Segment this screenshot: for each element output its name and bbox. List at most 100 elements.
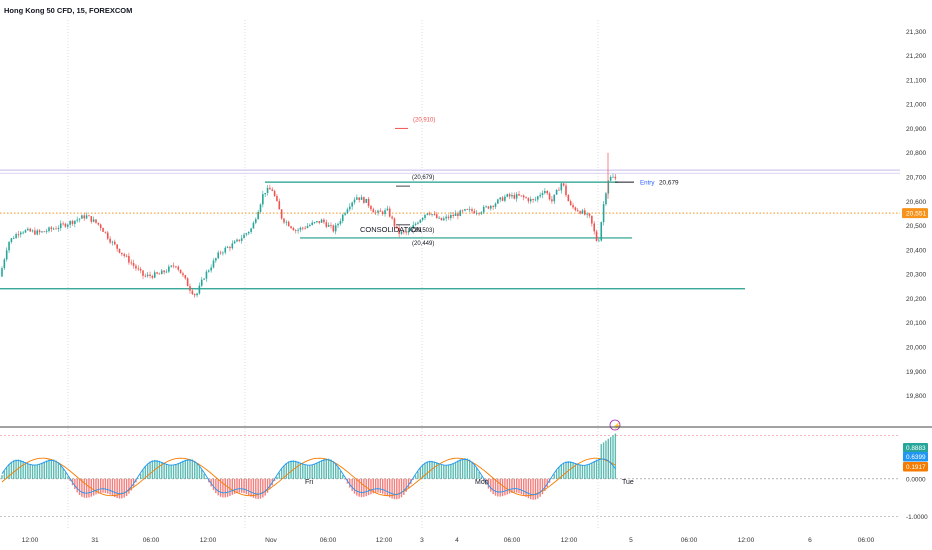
- macd-hist-bar: [283, 465, 285, 479]
- candle-body: [146, 274, 149, 277]
- macd-hist-bar: [297, 461, 299, 479]
- candle-body: [95, 219, 97, 223]
- candle-body: [440, 217, 443, 221]
- macd-hist-bar: [374, 478, 377, 493]
- macd-hist-bar: [238, 478, 241, 493]
- macd-hist-bar: [478, 472, 480, 479]
- macd-hist-bar: [520, 478, 523, 495]
- range-bottom-label: (20,449): [412, 241, 434, 247]
- candle-body: [144, 275, 147, 277]
- macd-hist-bar: [27, 463, 29, 479]
- macd-hist-bar: [13, 460, 15, 479]
- candle-body: [454, 213, 457, 216]
- macd-hist-bar: [24, 462, 27, 479]
- macd-hist-bar: [128, 478, 130, 494]
- macd-value-badge: [903, 462, 928, 472]
- candle-body: [283, 218, 285, 223]
- candle-body: [379, 210, 382, 212]
- candle-body: [205, 271, 208, 279]
- macd-hist-bar: [55, 460, 57, 479]
- macd-hist-bar: [379, 478, 382, 493]
- candle-body: [356, 197, 358, 200]
- candle-body: [36, 230, 39, 235]
- macd-hist-bar: [299, 462, 302, 479]
- macd-hist-bar: [584, 465, 586, 479]
- candle-body: [222, 252, 224, 254]
- macd-hist-bar: [109, 478, 111, 495]
- macd-hist-bar: [429, 460, 431, 479]
- candle-body: [471, 209, 473, 212]
- macd-hist-bar: [149, 461, 151, 479]
- macd-hist-bar: [577, 463, 579, 479]
- candle-body: [410, 228, 412, 231]
- macd-hist-bar: [511, 478, 513, 493]
- candle-body: [332, 225, 335, 232]
- time-tick-label: 12:00: [738, 537, 755, 544]
- macd-hist-bar: [142, 469, 144, 479]
- macd-hist-bar: [31, 464, 34, 479]
- candle-body: [398, 227, 400, 234]
- candle-body: [170, 265, 172, 267]
- candle-body: [323, 219, 325, 223]
- candle-body: [591, 215, 593, 224]
- macd-hist-bar: [137, 478, 139, 479]
- candle-body: [584, 210, 586, 215]
- candle-body: [97, 222, 100, 225]
- candle-body: [12, 238, 15, 239]
- macd-hist-bar: [389, 478, 391, 498]
- candle-body: [8, 241, 10, 251]
- candle-body: [330, 225, 332, 226]
- candle-body: [304, 227, 306, 229]
- macd-hist-bar: [440, 464, 443, 479]
- macd-hist-bar: [447, 464, 450, 479]
- macd-value-label: 0.1917: [906, 464, 926, 471]
- candle-body: [168, 266, 170, 272]
- macd-hist-bar: [544, 478, 546, 491]
- macd-hist-bar: [450, 464, 452, 479]
- macd-hist-bar: [330, 459, 332, 479]
- time-tick-label: 5: [629, 537, 633, 544]
- entry-label: Entry: [640, 180, 655, 187]
- candle-body: [574, 207, 577, 211]
- time-tick-label: 06:00: [858, 537, 875, 544]
- macd-hist-bar: [219, 478, 222, 497]
- time-axis[interactable]: 12:00 31 06:00 12:00 Nov 06:00 12:00 3 4 06:00 12:…: [22, 537, 875, 544]
- candle-body: [424, 214, 426, 218]
- candle-body: [522, 195, 525, 198]
- macd-hist-bar: [405, 478, 407, 492]
- candle-body: [417, 222, 419, 224]
- price-axis[interactable]: 21,300 21,200 21,100 21,000 20,900 20,800 20,7…: [906, 29, 927, 400]
- candle-body: [367, 198, 370, 206]
- day-label: Fri: [305, 479, 314, 486]
- macd-hist-bar: [165, 463, 168, 479]
- candle-body: [139, 268, 142, 271]
- candle-body: [76, 219, 78, 221]
- candle-body: [255, 219, 257, 223]
- candle-body: [565, 185, 567, 196]
- candle-body: [360, 197, 363, 200]
- macd-hist-bar: [248, 478, 250, 496]
- candle-body: [492, 205, 494, 207]
- candle-body: [48, 227, 50, 232]
- macd-hist-bar: [459, 459, 461, 479]
- macd-hist-bar: [335, 463, 337, 479]
- macd-hist-bar: [236, 478, 238, 494]
- candle-body: [15, 234, 17, 239]
- macd-hist-bar: [454, 461, 457, 479]
- macd-hist-bar: [567, 461, 570, 479]
- candle-body: [438, 217, 440, 219]
- current-price-label: 20,551: [906, 211, 927, 218]
- candle-body: [210, 267, 212, 271]
- candle-body: [212, 260, 215, 268]
- macd-hist-bar: [186, 459, 189, 479]
- macd-hist-bar: [302, 463, 304, 479]
- candle-body: [297, 229, 299, 231]
- candle-body: [99, 224, 102, 229]
- macd-hist-bar: [69, 478, 71, 482]
- macd-hist-bar: [20, 460, 22, 479]
- macd-hist-bar: [363, 478, 365, 497]
- candle-body: [273, 190, 276, 197]
- macd-hist-bar: [17, 459, 20, 479]
